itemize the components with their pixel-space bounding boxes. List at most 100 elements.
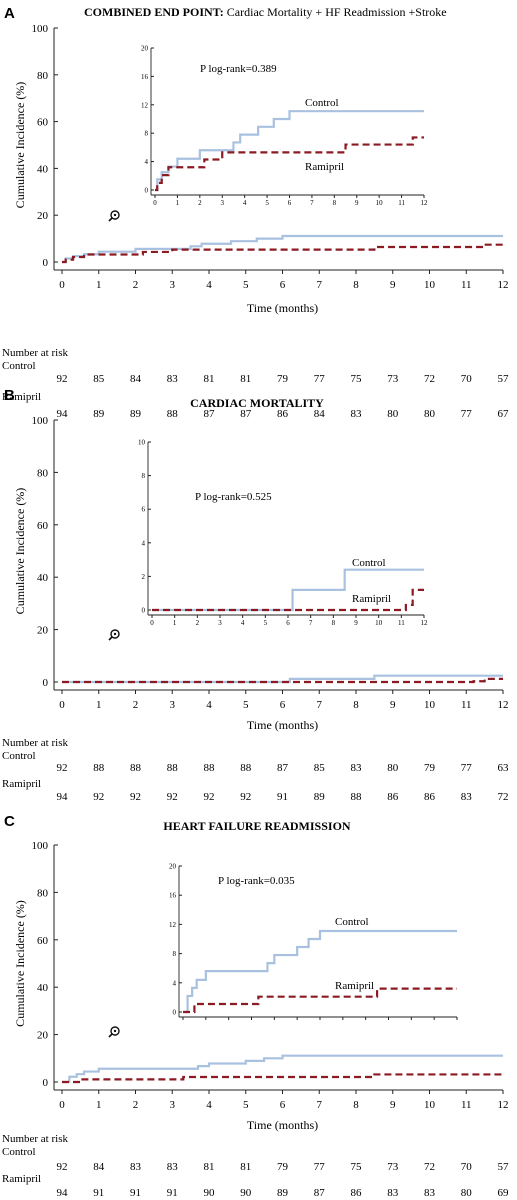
risk-value-control: 85	[314, 762, 326, 774]
risk-row-label-ramipril: Ramipril	[2, 391, 41, 403]
risk-value-control: 63	[498, 762, 510, 774]
y-tick-label: 20	[37, 210, 49, 222]
magnifier-icon	[108, 1026, 120, 1038]
y-tick-label: 20	[37, 1030, 49, 1042]
risk-value-ramipril: 94	[57, 1187, 69, 1199]
risk-value-ramipril: 92	[240, 791, 251, 803]
control-series-label: Control	[352, 557, 386, 569]
inset-x-tick-label: 4	[243, 199, 247, 207]
chart-title-bold: CARDIAC MORTALITY	[190, 396, 324, 410]
risk-value-ramipril: 83	[461, 791, 473, 803]
y-tick-label: 60	[37, 935, 49, 947]
risk-value-ramipril: 94	[57, 791, 69, 803]
risk-value-control: 87	[277, 762, 289, 774]
risk-value-control: 84	[93, 1161, 105, 1173]
inset-x-tick-label: 5	[265, 199, 269, 207]
y-tick-label: 100	[32, 415, 49, 427]
inset-y-tick-label: 8	[173, 950, 177, 958]
panel-label: A	[4, 5, 15, 22]
risk-value-ramipril: 91	[277, 791, 288, 803]
risk-value-control: 79	[424, 762, 436, 774]
series-line-ramipril	[62, 1073, 503, 1084]
x-tick-label: 2	[133, 699, 139, 711]
x-tick-label: 12	[498, 1099, 509, 1111]
inset-x-tick-label: 9	[355, 199, 359, 207]
risk-value-control: 57	[498, 1161, 510, 1173]
inset-x-tick-label: 10	[376, 199, 384, 207]
risk-row-label-ramipril: Ramipril	[2, 778, 41, 790]
x-tick-label: 1	[96, 1099, 102, 1111]
risk-value-control: 57	[498, 373, 510, 385]
ramipril-series-label: Ramipril	[335, 980, 374, 992]
x-tick-label: 2	[133, 1099, 139, 1111]
inset-x-tick-label: 6	[286, 619, 290, 627]
x-tick-label: 6	[280, 279, 286, 291]
panel-label: B	[4, 387, 15, 404]
risk-value-control: 85	[93, 373, 105, 385]
risk-value-control: 83	[130, 1161, 142, 1173]
y-tick-label: 0	[43, 257, 49, 269]
risk-value-control: 73	[387, 1161, 399, 1173]
risk-value-ramipril: 89	[93, 408, 105, 420]
risk-value-control: 73	[387, 373, 399, 385]
inset-series-line-ramipril	[183, 987, 457, 1014]
x-tick-label: 5	[243, 1099, 249, 1111]
inset-y-tick-label: 12	[141, 101, 149, 109]
risk-value-control: 84	[130, 373, 142, 385]
y-tick-label: 100	[32, 23, 49, 35]
risk-value-ramipril: 91	[93, 1187, 104, 1199]
magnifier-icon	[108, 629, 120, 641]
risk-value-control: 92	[57, 373, 68, 385]
x-tick-label: 10	[424, 1099, 436, 1111]
series-line-ramipril	[62, 677, 503, 684]
risk-value-ramipril: 92	[167, 791, 178, 803]
x-tick-label: 8	[353, 699, 359, 711]
x-tick-label: 1	[96, 699, 102, 711]
x-tick-label: 5	[243, 279, 249, 291]
risk-value-control: 83	[351, 762, 363, 774]
risk-value-control: 75	[351, 1161, 363, 1173]
chart-title: COMBINED END POINT: Cardiac Mortality + …	[84, 5, 447, 19]
y-tick-label: 40	[37, 163, 49, 175]
magnifier-icon	[108, 210, 120, 222]
ramipril-series-label: Ramipril	[305, 161, 344, 173]
x-tick-label: 4	[206, 699, 212, 711]
x-tick-label: 6	[280, 699, 286, 711]
risk-value-control: 81	[240, 373, 251, 385]
inset-y-tick-label: 6	[142, 506, 146, 514]
risk-table-header: Number at risk	[2, 347, 68, 359]
risk-value-ramipril: 83	[351, 408, 363, 420]
risk-value-ramipril: 92	[130, 791, 141, 803]
risk-value-ramipril: 69	[498, 1187, 510, 1199]
y-tick-label: 100	[32, 840, 49, 852]
risk-row-label-control: Control	[2, 750, 36, 762]
inset-y-tick-label: 2	[142, 573, 146, 581]
risk-value-control: 79	[277, 373, 289, 385]
risk-value-ramipril: 89	[277, 1187, 289, 1199]
inset-x-tick-label: 8	[333, 199, 337, 207]
risk-value-control: 88	[93, 762, 105, 774]
inset-x-tick-label: 1	[173, 619, 177, 627]
inset-y-tick-label: 8	[142, 472, 146, 480]
p-value-annotation: P log-rank=0.525	[195, 491, 272, 503]
inset-series-line-control	[183, 929, 457, 1014]
ramipril-series-label: Ramipril	[352, 593, 391, 605]
risk-value-ramipril: 80	[387, 408, 399, 420]
inset-x-tick-label: 3	[221, 199, 225, 207]
x-tick-label: 6	[280, 1099, 286, 1111]
risk-value-control: 72	[424, 1161, 435, 1173]
x-tick-label: 12	[498, 279, 509, 291]
risk-value-control: 81	[204, 1161, 215, 1173]
x-tick-label: 10	[424, 279, 436, 291]
x-tick-label: 11	[461, 279, 472, 291]
inset-series-line-ramipril	[152, 588, 424, 612]
x-tick-label: 12	[498, 699, 509, 711]
x-tick-label: 0	[59, 699, 65, 711]
x-tick-label: 0	[59, 279, 65, 291]
inset-x-tick-label: 2	[198, 199, 202, 207]
